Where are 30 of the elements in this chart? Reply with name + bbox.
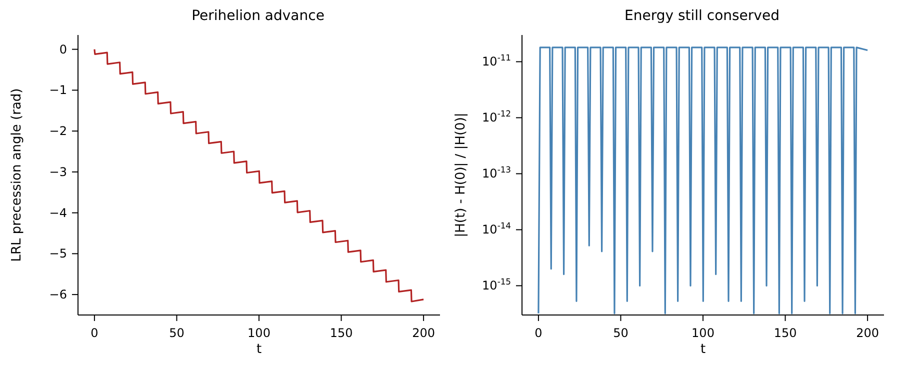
y-tick-label: 10$^{-13}$: [482, 164, 511, 181]
x-tick-label: 100: [248, 326, 270, 340]
x-tick-label: 200: [412, 326, 435, 340]
y-tick-label: 10$^{-12}$: [482, 108, 511, 125]
y-tick-label: −5: [49, 246, 67, 261]
y-tick-label: 10$^{-15}$: [482, 276, 511, 293]
x-tick-label: 0: [90, 326, 98, 340]
x-axis-title: t: [256, 342, 262, 357]
line-series: [94, 48, 424, 302]
line-series: [538, 46, 868, 314]
y-tick-label: 10$^{-11}$: [482, 52, 511, 69]
y-tick-label: −6: [49, 288, 67, 302]
x-axis-title: t: [700, 342, 706, 357]
x-tick-label: 50: [613, 326, 628, 340]
y-tick-label: −1: [49, 83, 67, 98]
x-tick-label: 150: [330, 326, 353, 340]
y-tick-label: −2: [49, 124, 67, 138]
y-axis-title: |H(t) - H(0)| / |H(0)|: [454, 112, 469, 238]
x-tick-label: 100: [692, 326, 714, 340]
x-tick-label: 0: [534, 326, 542, 340]
y-axis-title: LRL precession angle (rad): [10, 88, 25, 262]
x-tick-label: 50: [169, 326, 184, 340]
chart-title: Energy still conserved: [624, 8, 780, 26]
x-tick-label: 150: [774, 326, 797, 340]
y-tick-label: −3: [49, 164, 67, 179]
y-tick-label: 10$^{-14}$: [482, 220, 511, 237]
y-tick-label: −4: [49, 206, 67, 220]
x-tick-label: 200: [856, 326, 879, 340]
y-tick-label: 0: [59, 42, 67, 56]
chart-title: Perihelion advance: [190, 8, 326, 26]
